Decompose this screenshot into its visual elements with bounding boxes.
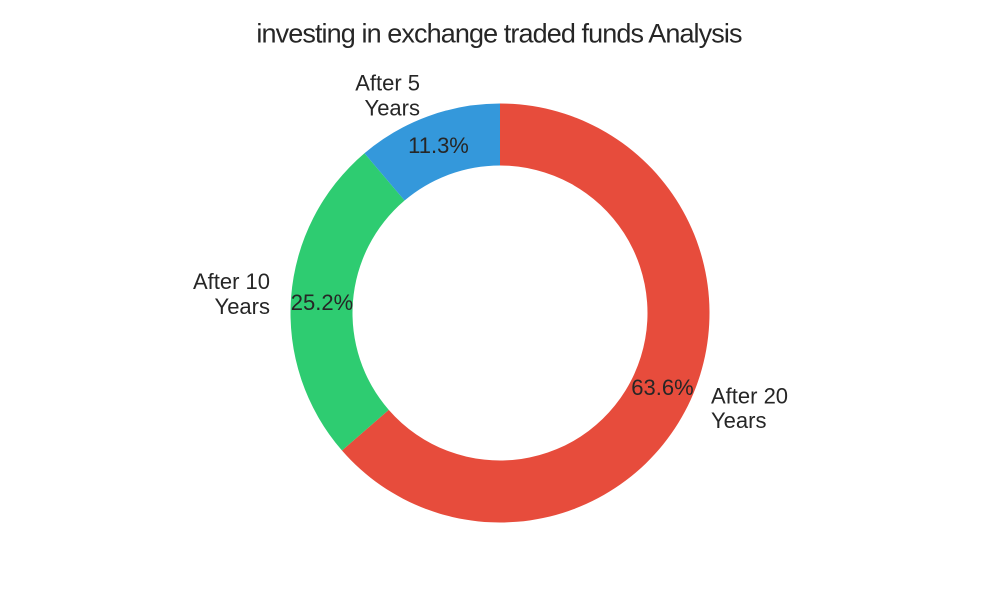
svg-text:After 20: After 20 — [711, 384, 788, 409]
svg-text:Years: Years — [365, 96, 420, 121]
svg-text:25.2%: 25.2% — [291, 290, 353, 315]
svg-text:11.3%: 11.3% — [408, 133, 469, 158]
svg-text:investing in exchange traded f: investing in exchange traded funds Analy… — [256, 19, 742, 49]
svg-text:Years: Years — [215, 294, 270, 319]
svg-text:63.6%: 63.6% — [631, 375, 693, 400]
svg-text:After 10: After 10 — [193, 269, 270, 294]
svg-text:Years: Years — [711, 408, 766, 433]
svg-text:After 5: After 5 — [355, 71, 420, 96]
